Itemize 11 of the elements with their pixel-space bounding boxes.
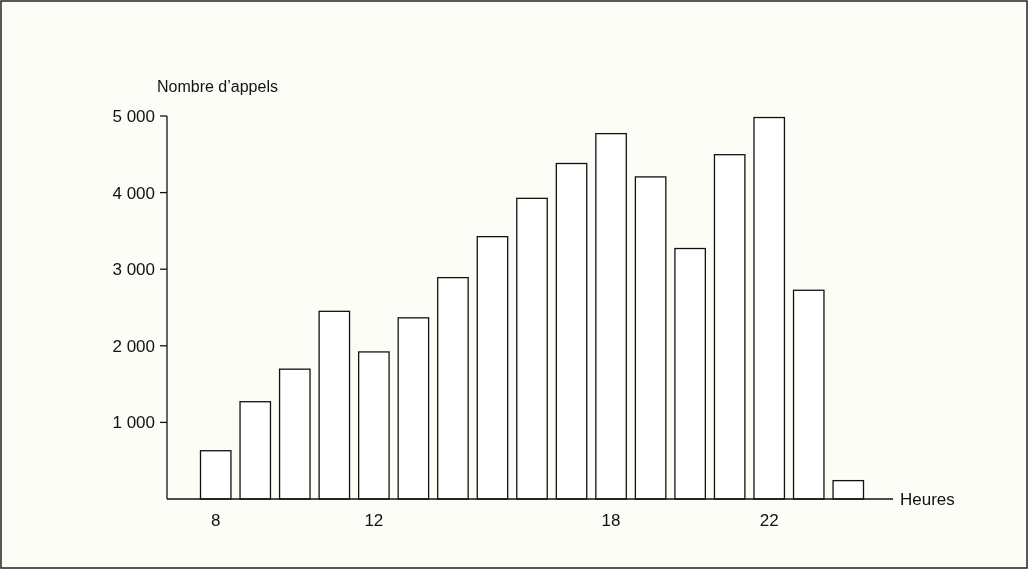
x-tick-label: 12	[364, 511, 384, 530]
y-axis-title: Nombre d’appels	[157, 78, 278, 95]
y-tick-label: 2 000	[112, 336, 155, 356]
x-tick-label: 8	[210, 511, 221, 530]
y-tick-label: 1 000	[112, 413, 155, 433]
y-tick-label: 5 000	[112, 106, 155, 126]
x-tick-label: 18	[601, 511, 621, 530]
x-axis-title: Heures	[900, 489, 955, 509]
y-tick-label: 4 000	[112, 183, 155, 203]
y-tick-label: 3 000	[112, 260, 155, 280]
x-tick-label: 22	[759, 511, 779, 530]
